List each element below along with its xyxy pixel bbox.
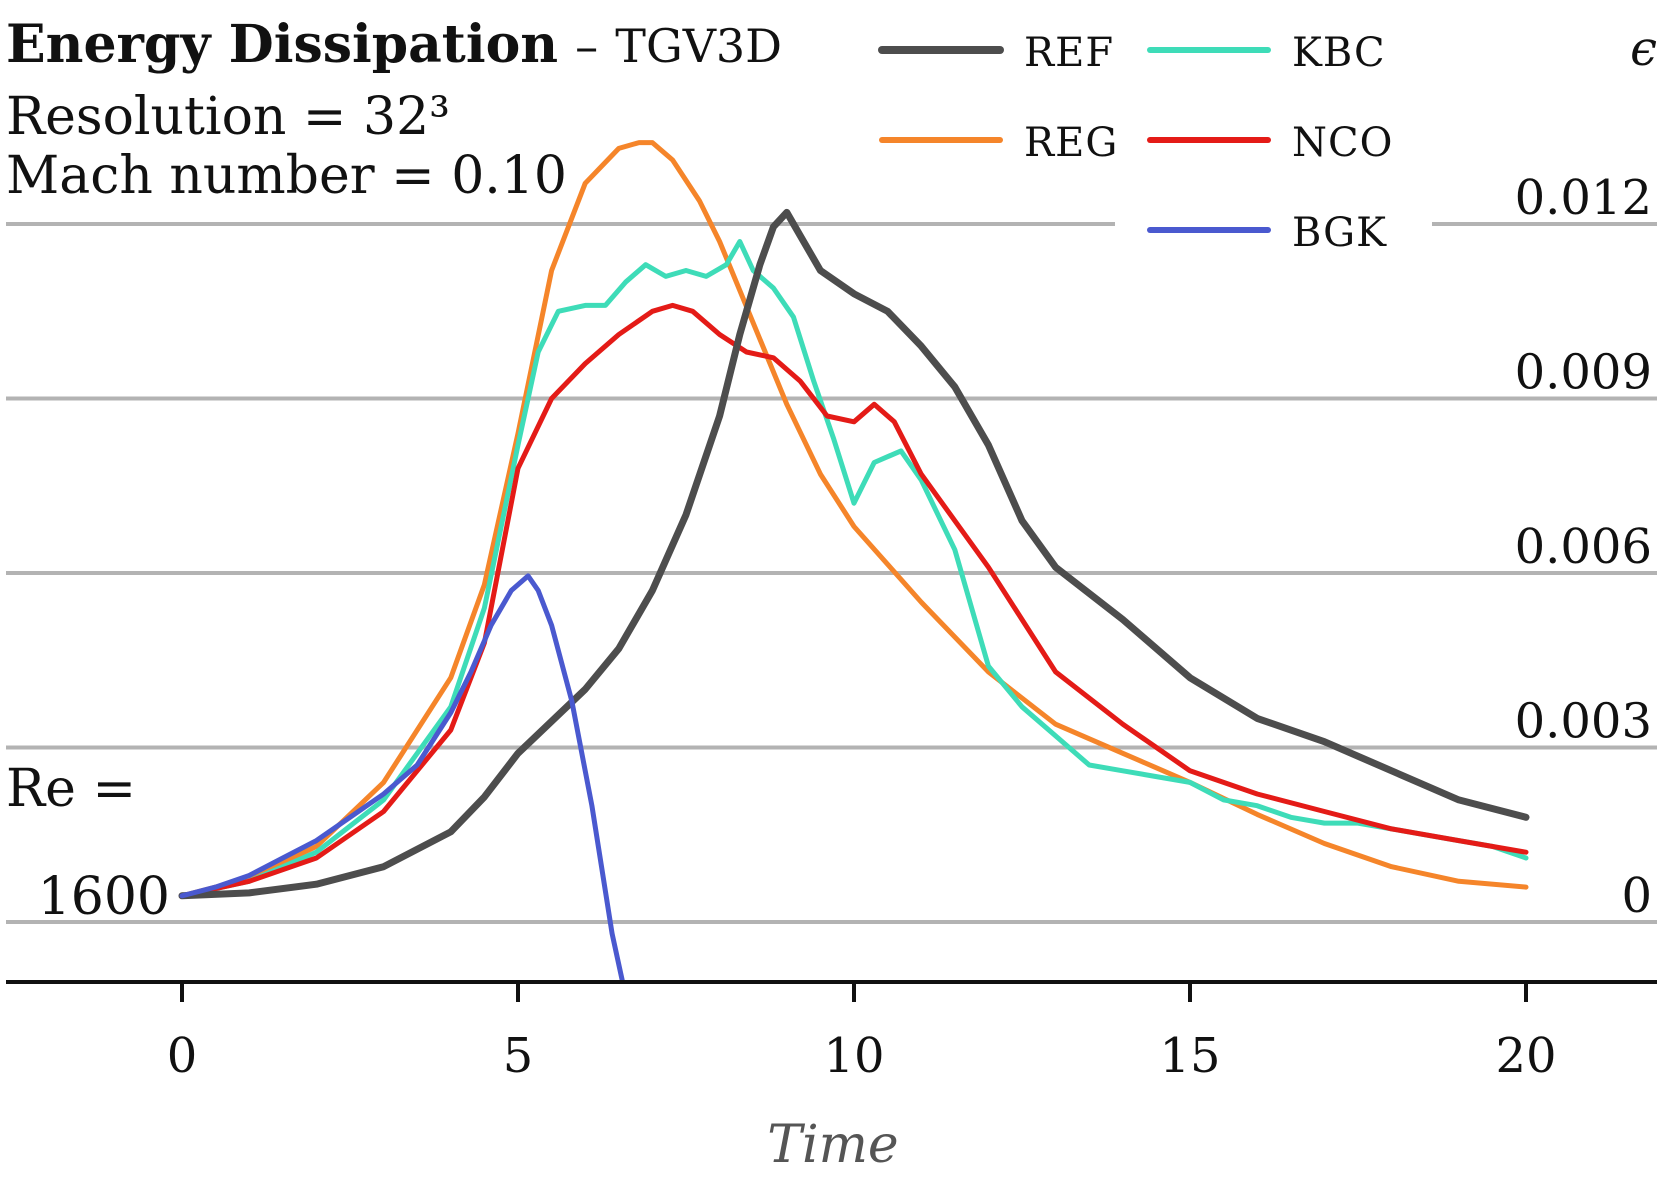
y-tick-label: 0.003: [1515, 694, 1652, 750]
x-tick-label: 10: [823, 1028, 884, 1084]
legend-label-ref: REF: [1024, 30, 1114, 76]
x-ticks: 0 5 10 15 20: [167, 982, 1557, 1084]
x-tick-label: 5: [503, 1028, 534, 1084]
series-line-ref: [178, 208, 1530, 900]
title-separator: –: [575, 19, 598, 73]
chart-subtitle: TGV3D: [615, 19, 782, 73]
chart-title-block: Energy Dissipation – TGV3D: [6, 14, 782, 75]
x-tick-label: 20: [1495, 1028, 1556, 1084]
y-axis-label: ϵ: [1630, 21, 1657, 77]
y-tick-label: 0: [1621, 868, 1652, 924]
legend: REF REG KBC NCO BGK: [878, 30, 1393, 256]
chart-title: Energy Dissipation: [6, 14, 558, 75]
re-value: 1600: [38, 867, 170, 927]
series-layer: [178, 140, 1530, 982]
x-tick-label: 15: [1159, 1028, 1220, 1084]
re-label: Re =: [6, 759, 136, 819]
mach-label: Mach number = 0.10: [6, 146, 567, 206]
gridlines: [6, 222, 1657, 924]
series-line-nco: [179, 302, 1529, 899]
y-tick-label: 0.009: [1515, 345, 1652, 401]
legend-label-nco: NCO: [1292, 120, 1393, 166]
y-tick-label: 0.012: [1515, 170, 1652, 226]
series-line-bgk: [179, 573, 625, 982]
legend-label-kbc: KBC: [1292, 30, 1386, 76]
legend-label-bgk: BGK: [1292, 210, 1387, 256]
legend-label-reg: REG: [1024, 120, 1118, 166]
resolution-label: Resolution = 32³: [6, 87, 450, 147]
x-tick-label: 0: [167, 1028, 198, 1084]
series-line-kbc: [179, 239, 1529, 899]
x-axis-label: Time: [767, 1115, 898, 1175]
y-tick-label: 0.006: [1515, 519, 1652, 575]
y-ticks: 0 0.003 0.006 0.009 0.012: [1515, 170, 1652, 924]
